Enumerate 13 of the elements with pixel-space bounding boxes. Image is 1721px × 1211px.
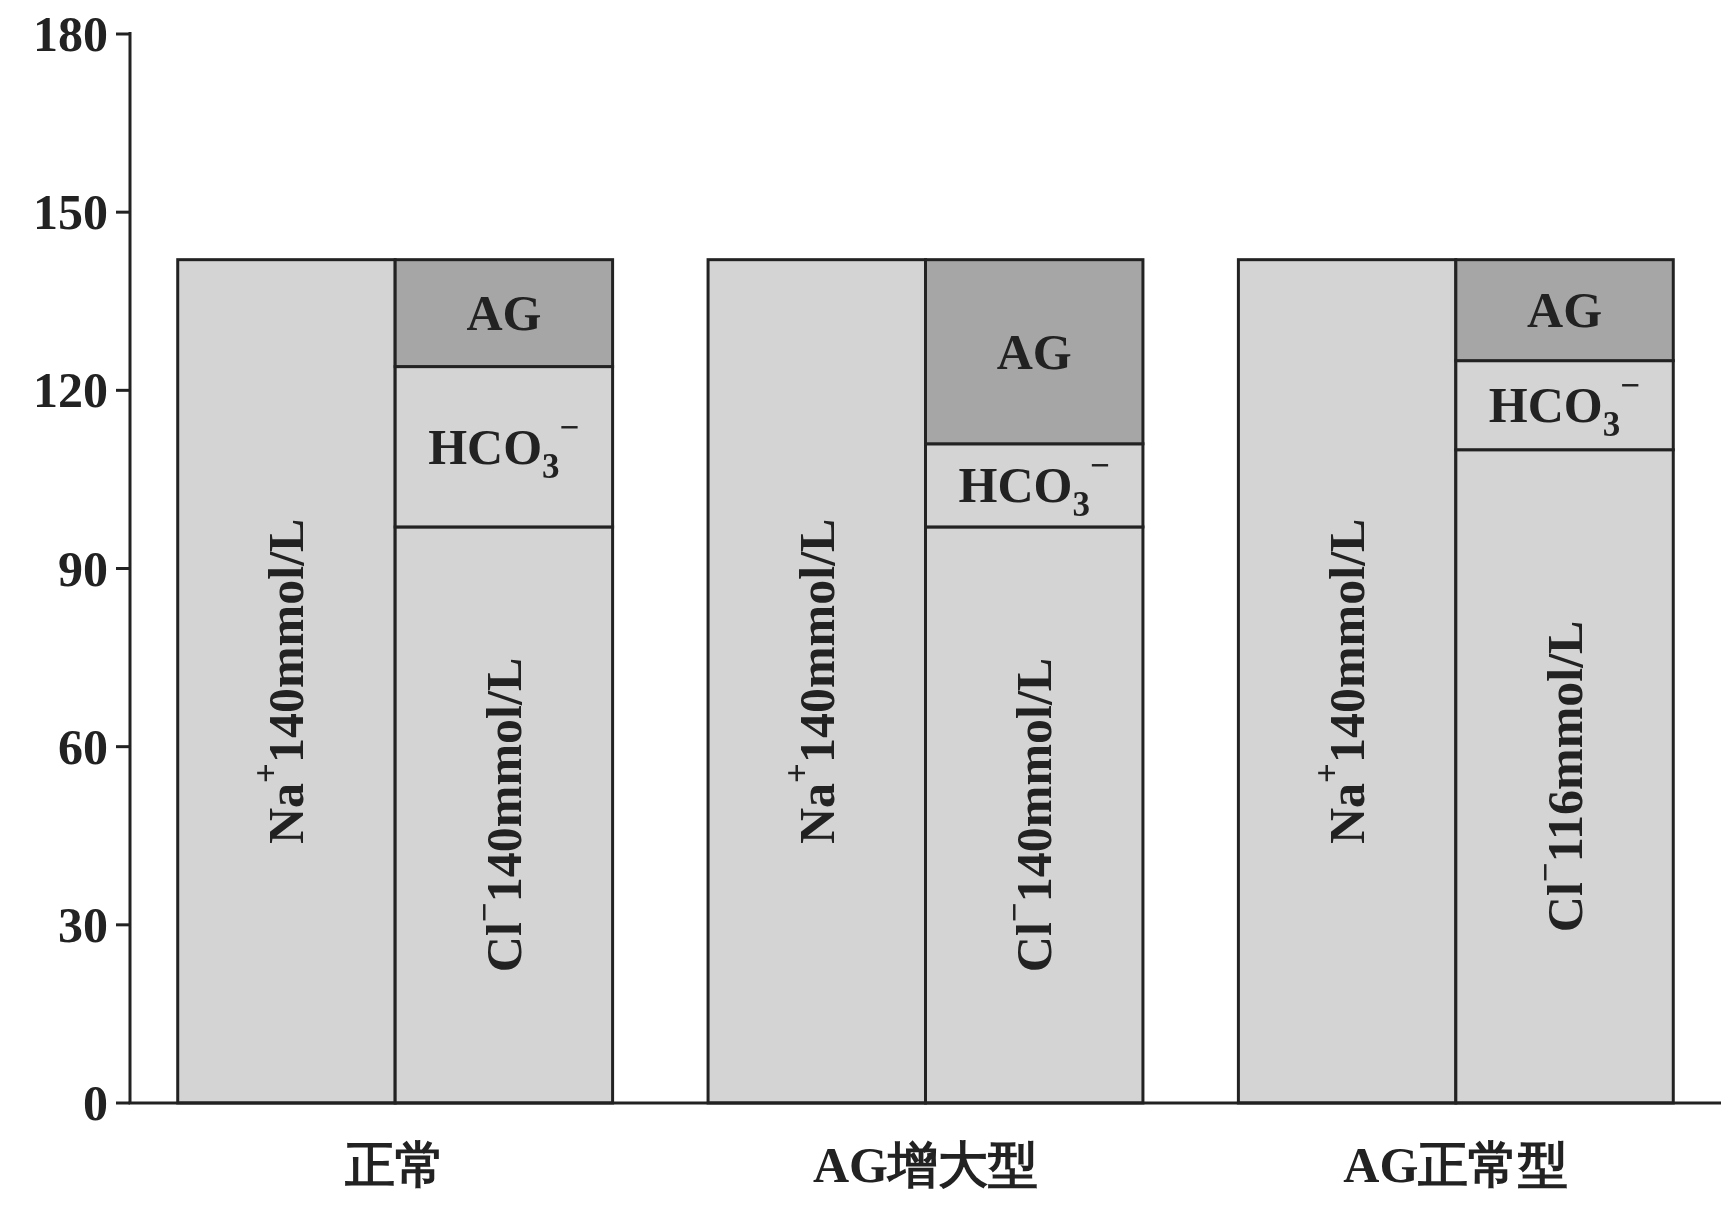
text: AG增大型 (813, 1137, 1038, 1193)
y-tick-label: 150 (33, 184, 108, 241)
y-tick-label: 120 (33, 362, 108, 419)
text: 正常 (344, 1137, 446, 1193)
y-tick-label: 30 (58, 896, 108, 953)
text: AG正常型 (1343, 1137, 1569, 1193)
y-tick-label: 60 (58, 718, 108, 775)
annotation: AG (1527, 282, 1603, 339)
y-tick-label: 0 (83, 1075, 108, 1131)
y-tick-label: 180 (33, 6, 108, 62)
annotation: AG (466, 285, 542, 342)
y-tick-label: 90 (58, 540, 108, 597)
annotation: AG (996, 323, 1072, 380)
